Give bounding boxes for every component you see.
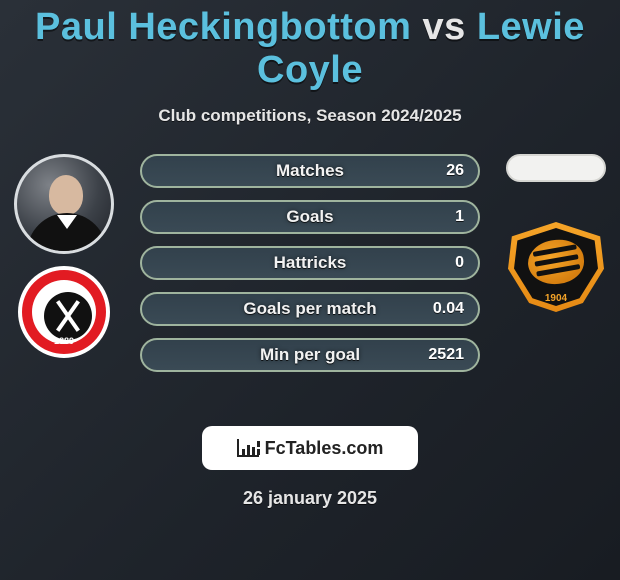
stat-label: Hattricks xyxy=(142,253,478,273)
bar-chart-icon xyxy=(237,439,259,457)
crest-year-left: 1889 xyxy=(22,336,106,346)
comparison-card: Paul Heckingbottom vs Lewie Coyle Club c… xyxy=(0,0,620,580)
stat-bar: Min per goal 2521 xyxy=(140,338,480,372)
stat-bars: Matches 26 Goals 1 Hattricks 0 Goals per… xyxy=(140,154,480,372)
title-vs: vs xyxy=(422,6,465,48)
subtitle: Club competitions, Season 2024/2025 xyxy=(0,106,620,126)
stat-bar: Hattricks 0 xyxy=(140,246,480,280)
player-avatar-right-placeholder xyxy=(506,154,606,182)
avatar-head-shape xyxy=(49,175,83,215)
stat-value-right: 26 xyxy=(446,162,464,180)
stat-bar: Goals 1 xyxy=(140,200,480,234)
stat-bar: Goals per match 0.04 xyxy=(140,292,480,326)
brand-text: FcTables.com xyxy=(265,438,384,459)
date-text: 26 january 2025 xyxy=(0,488,620,509)
stat-value-right: 0.04 xyxy=(433,300,464,318)
right-column: 1904 xyxy=(500,154,612,312)
left-column: 1889 xyxy=(8,154,120,358)
brand-badge[interactable]: FcTables.com xyxy=(202,426,418,470)
player-avatar-left xyxy=(14,154,114,254)
club-crest-left: 1889 xyxy=(18,266,110,358)
crest-year-right: 1904 xyxy=(508,293,604,304)
stat-value-right: 2521 xyxy=(428,346,464,364)
content-area: 1889 1904 Matches 26 Goals 1 xyxy=(0,154,620,414)
club-crest-right: 1904 xyxy=(508,222,604,312)
crest-swords-icon xyxy=(48,296,88,336)
stat-label: Matches xyxy=(142,161,478,181)
stat-value-right: 0 xyxy=(455,254,464,272)
stat-bar: Matches 26 xyxy=(140,154,480,188)
page-title: Paul Heckingbottom vs Lewie Coyle xyxy=(0,0,620,92)
stat-label: Goals per match xyxy=(142,299,478,319)
stat-label: Goals xyxy=(142,207,478,227)
stat-value-right: 1 xyxy=(455,208,464,226)
title-left-name: Paul Heckingbottom xyxy=(35,6,411,48)
